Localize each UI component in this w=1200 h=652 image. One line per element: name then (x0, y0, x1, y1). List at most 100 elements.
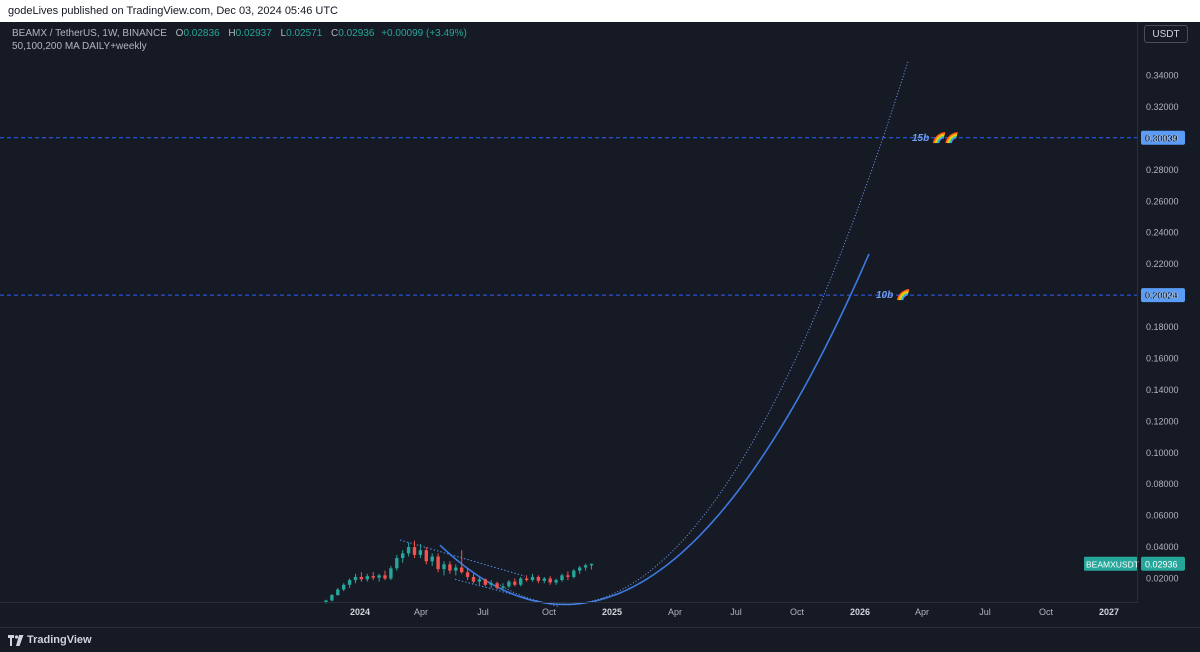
candle-body[interactable] (507, 581, 511, 587)
candle-body[interactable] (542, 578, 546, 581)
candle-body[interactable] (560, 575, 564, 581)
x-tick-label: 2025 (602, 607, 622, 617)
candle-body[interactable] (389, 568, 393, 579)
brand-name: TradingView (27, 634, 92, 646)
y-tick-label: 0.16000 (1146, 353, 1179, 363)
candle-body[interactable] (365, 576, 369, 580)
candle-body[interactable] (342, 584, 346, 590)
symbol-price-tag-text: BEAMXUSDT (1086, 559, 1139, 569)
candle-body[interactable] (495, 583, 499, 588)
candle-body[interactable] (583, 565, 588, 568)
x-tick-label: Oct (1039, 607, 1054, 617)
candle-body[interactable] (477, 579, 482, 582)
y-tick-label: 0.26000 (1146, 196, 1179, 206)
high-label: H (228, 28, 236, 39)
x-tick-label: Jul (477, 607, 489, 617)
price-chart[interactable]: 15b 🌈🌈 0.30039 10b 🌈 0.20024 BEAMXUSDT 0.0293… (0, 22, 1200, 627)
y-tick-label: 0.06000 (1146, 511, 1179, 521)
open-label: O (175, 28, 184, 39)
x-tick-label: 2026 (850, 607, 870, 617)
candle-body[interactable] (501, 586, 505, 588)
candle-body[interactable] (489, 583, 493, 585)
x-tick-label: Apr (915, 607, 929, 617)
y-tick-label: 0.12000 (1146, 416, 1179, 426)
footer: TradingView (0, 627, 1200, 652)
currency-button[interactable]: USDT (1144, 25, 1188, 43)
candle-body[interactable] (448, 564, 452, 571)
level-label: 10b 🌈 (876, 288, 910, 301)
level-price-tag-text: 0.20024 (1145, 291, 1178, 301)
candle-body[interactable] (383, 575, 387, 579)
current-price-tag-text: 0.02936 (1145, 559, 1178, 569)
downtrend-line-lower[interactable] (454, 578, 561, 608)
x-tick-label: 2027 (1099, 607, 1119, 617)
publish-text: godeLives published on TradingView.com, … (8, 5, 339, 17)
level-price-tag (1141, 288, 1185, 303)
level-price-tag-text: 0.30039 (1145, 133, 1178, 143)
y-tick-label: 0.08000 (1146, 479, 1179, 489)
candle-body[interactable] (353, 576, 358, 581)
tradingview-icon (8, 634, 24, 646)
candle-body[interactable] (471, 576, 476, 582)
y-tick-label: 0.02000 (1146, 574, 1179, 584)
candle-body[interactable] (436, 556, 440, 570)
candle-body[interactable] (430, 556, 434, 562)
level-label: 15b 🌈🌈 (912, 131, 958, 144)
chart-area[interactable] (0, 22, 1200, 627)
y-tick-label: 0.18000 (1146, 322, 1179, 332)
close-value: 0.02936 (338, 28, 375, 39)
candle-body[interactable] (359, 576, 364, 580)
candle-body[interactable] (554, 580, 558, 583)
candle-body[interactable] (395, 558, 399, 569)
candle-body[interactable] (406, 547, 411, 554)
candle-body[interactable] (324, 600, 328, 603)
change-value: +0.00099 (+3.49%) (381, 28, 467, 39)
candle-body[interactable] (424, 550, 428, 562)
x-tick-label: Oct (542, 607, 557, 617)
candle-body[interactable] (442, 564, 446, 570)
low-label: L (280, 28, 287, 39)
candle-body[interactable] (524, 578, 529, 581)
tradingview-logo[interactable]: TradingView (8, 634, 92, 646)
candle-body[interactable] (566, 575, 570, 577)
x-tick-label: Apr (668, 607, 682, 617)
close-label: C (331, 28, 339, 39)
y-tick-label: 0.14000 (1146, 385, 1179, 395)
projection-curve-dotted[interactable] (499, 61, 909, 605)
candle-body[interactable] (519, 578, 523, 585)
candle-body[interactable] (336, 589, 340, 596)
projection-curve[interactable] (439, 253, 870, 606)
candle-body[interactable] (572, 570, 576, 577)
y-tick-label: 0.32000 (1146, 102, 1179, 112)
indicator-label[interactable]: 50,100,200 MA DAILY+weekly (12, 41, 147, 52)
y-tick-label: 0.28000 (1146, 165, 1179, 175)
high-value: 0.02937 (235, 28, 272, 39)
candle-body[interactable] (347, 580, 352, 585)
candle-body[interactable] (401, 553, 405, 559)
candle-body[interactable] (377, 575, 381, 578)
candle-body[interactable] (530, 576, 535, 581)
candle-body[interactable] (460, 567, 464, 573)
candle-body[interactable] (371, 576, 375, 578)
candle-body[interactable] (483, 579, 487, 585)
candle-body[interactable] (513, 581, 517, 585)
candle-body[interactable] (330, 595, 334, 601)
y-tick-label: 0.24000 (1146, 228, 1179, 238)
candle-body[interactable] (548, 578, 552, 583)
candle-body[interactable] (412, 547, 417, 555)
candle-body[interactable] (589, 563, 594, 566)
low-value: 0.02571 (286, 28, 323, 39)
x-tick-label: Jul (979, 607, 991, 617)
x-tick-label: Oct (790, 607, 805, 617)
candle-body[interactable] (418, 550, 423, 555)
symbol-price-tag (1084, 556, 1138, 571)
y-tick-label: 0.22000 (1146, 259, 1179, 269)
candle-body[interactable] (465, 572, 470, 577)
symbol-label[interactable]: BEAMX / TetherUS, 1W, BINANCE (12, 28, 167, 39)
y-tick-label: 0.20000 (1146, 291, 1179, 301)
candle-body[interactable] (578, 567, 582, 571)
x-tick-label: Apr (414, 607, 428, 617)
candle-body[interactable] (536, 576, 541, 581)
candle-body[interactable] (454, 567, 458, 571)
y-tick-label: 0.34000 (1146, 71, 1179, 81)
